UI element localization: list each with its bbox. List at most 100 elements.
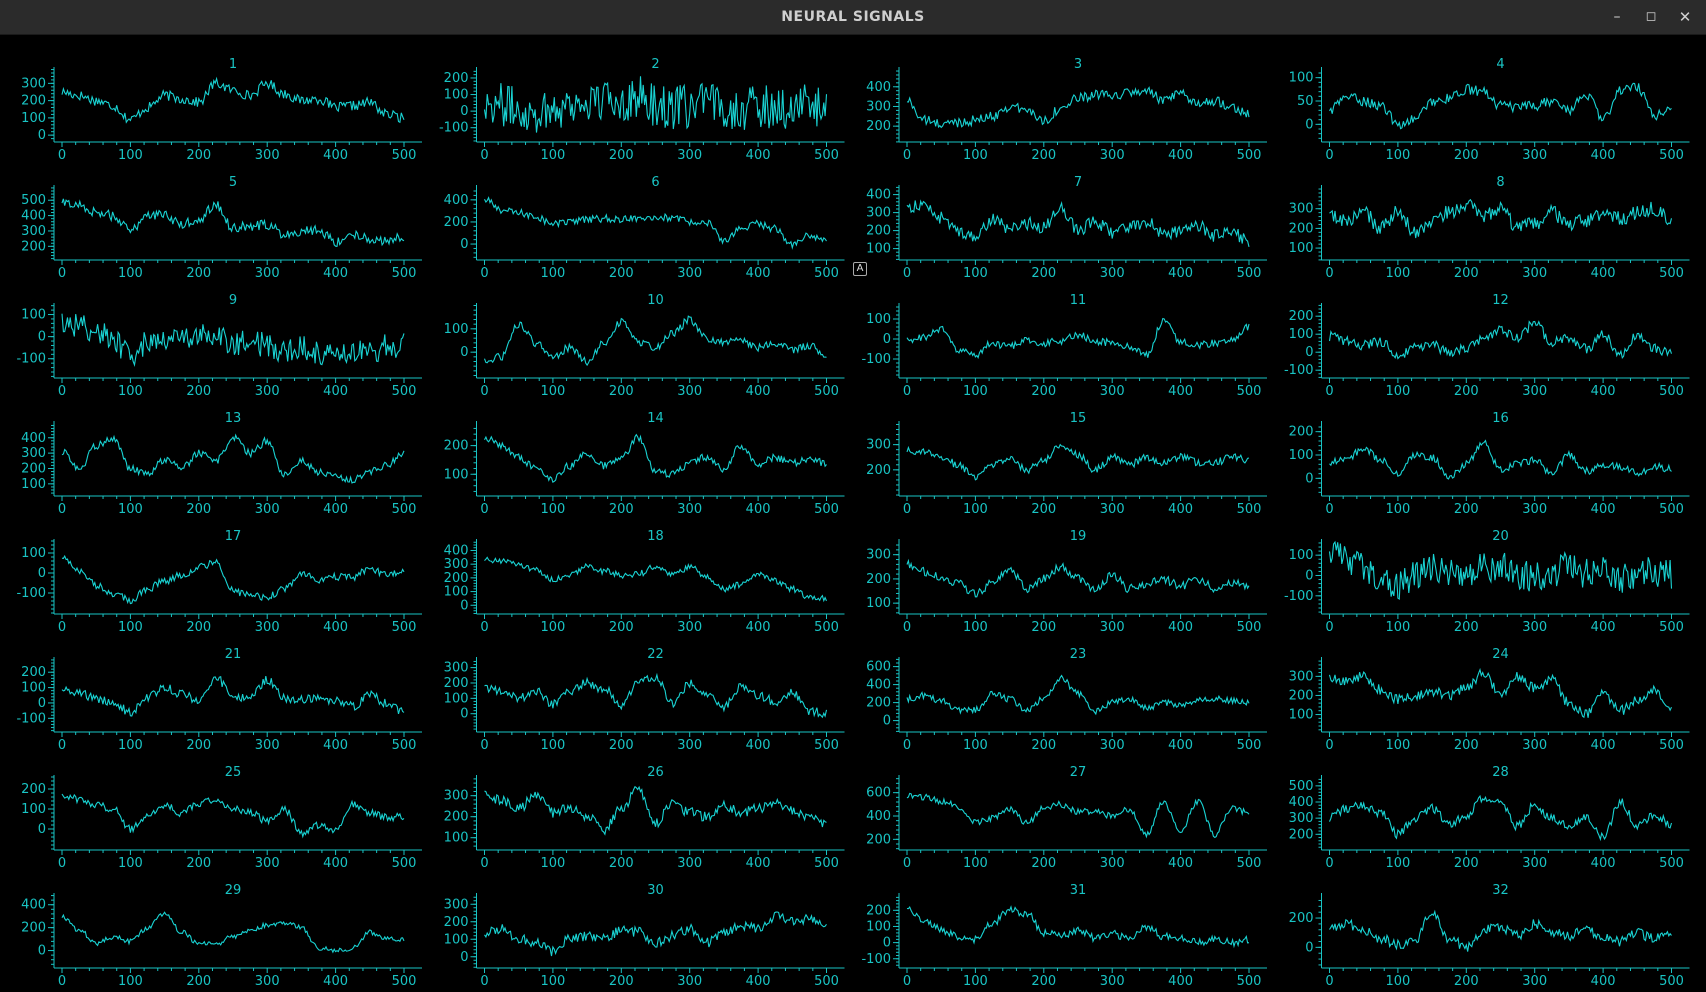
y-tick-label: 300 <box>1289 202 1314 217</box>
x-tick-label: 400 <box>746 856 771 871</box>
x-tick-label: 0 <box>1325 148 1333 163</box>
x-tick-label: 0 <box>480 738 488 753</box>
x-tick-label: 0 <box>58 266 66 281</box>
y-tick-label: 500 <box>1289 779 1314 794</box>
x-tick-label: 200 <box>186 974 211 989</box>
signal-trace <box>906 199 1250 248</box>
x-tick-label: 100 <box>540 502 565 517</box>
y-tick-label: 200 <box>444 915 469 930</box>
x-tick-label: 200 <box>186 148 211 163</box>
x-tick-label: 0 <box>480 266 488 281</box>
y-tick-label: 200 <box>444 676 469 691</box>
subplot-25: 25 0 100 200 300 400 500 0 100 200 <box>21 765 422 871</box>
x-tick-label: 200 <box>609 148 634 163</box>
signal-trace <box>1329 82 1672 130</box>
x-tick-label: 500 <box>392 856 417 871</box>
subplot-19: 19 0 100 200 300 400 500 100 200 300 <box>866 529 1267 635</box>
x-tick-label: 0 <box>480 148 488 163</box>
y-tick-label: 100 <box>866 312 891 327</box>
y-tick-label: 0 <box>1305 345 1313 360</box>
y-tick-label: 0 <box>460 345 468 360</box>
subplot-title: 13 <box>225 411 242 426</box>
x-tick-label: 500 <box>1659 738 1684 753</box>
y-tick-label: 300 <box>866 438 891 453</box>
x-tick-label: 500 <box>814 266 839 281</box>
y-tick-label: 300 <box>444 661 469 676</box>
y-tick-label: 100 <box>21 681 46 696</box>
signal-trace <box>906 792 1250 839</box>
overlay-marker[interactable]: A <box>853 262 867 276</box>
y-tick-label: 400 <box>21 898 46 913</box>
y-tick-label: 0 <box>460 237 468 252</box>
x-tick-label: 100 <box>1385 266 1410 281</box>
x-tick-label: 200 <box>609 974 634 989</box>
y-tick-label: 0 <box>1305 940 1313 955</box>
x-tick-label: 400 <box>1168 738 1193 753</box>
x-tick-label: 300 <box>1100 384 1125 399</box>
y-tick-label: 0 <box>1305 568 1313 583</box>
x-tick-label: 500 <box>814 502 839 517</box>
y-tick-label: 0 <box>38 822 46 837</box>
subplot-11: 11 0 100 200 300 400 500 -100 0 100 <box>861 293 1267 399</box>
x-tick-label: 100 <box>1385 620 1410 635</box>
y-tick-label: 100 <box>1289 708 1314 723</box>
x-tick-label: 100 <box>118 620 143 635</box>
x-tick-label: 0 <box>58 974 66 989</box>
subplot-14: 14 0 100 200 300 400 500 100 200 <box>444 411 845 517</box>
minimize-icon[interactable]: – <box>1613 9 1621 25</box>
y-tick-label: 400 <box>444 543 469 558</box>
x-tick-label: 200 <box>1031 620 1056 635</box>
x-tick-label: 400 <box>746 384 771 399</box>
signal-trace <box>906 905 1250 949</box>
maximize-icon[interactable]: ◻ <box>1645 9 1657 24</box>
x-tick-label: 500 <box>814 974 839 989</box>
close-icon[interactable]: ✕ <box>1678 8 1692 26</box>
x-tick-label: 300 <box>1522 384 1547 399</box>
subplot-title: 27 <box>1070 765 1087 780</box>
x-tick-label: 100 <box>1385 384 1410 399</box>
x-tick-label: 200 <box>186 384 211 399</box>
window-title: NEURAL SIGNALS <box>781 9 925 25</box>
signal-trace <box>906 317 1250 359</box>
subplot-32: 32 0 100 200 300 400 500 0 200 <box>1289 883 1690 989</box>
signal-trace <box>1328 540 1673 600</box>
subplot-title: 24 <box>1492 647 1509 662</box>
y-tick-label: 100 <box>866 596 891 611</box>
x-tick-label: 300 <box>677 266 702 281</box>
x-tick-label: 400 <box>1591 974 1616 989</box>
signal-trace <box>906 558 1250 598</box>
x-tick-label: 200 <box>1031 502 1056 517</box>
x-tick-label: 300 <box>1100 856 1125 871</box>
y-tick-label: 0 <box>460 950 468 965</box>
x-tick-label: 200 <box>1031 384 1056 399</box>
x-tick-label: 300 <box>677 856 702 871</box>
signal-trace <box>906 443 1250 481</box>
x-tick-label: 300 <box>255 266 280 281</box>
x-tick-label: 400 <box>1168 502 1193 517</box>
subplot-16: 16 0 100 200 300 400 500 0 100 200 <box>1289 411 1690 517</box>
x-tick-label: 300 <box>255 502 280 517</box>
x-tick-label: 0 <box>58 502 66 517</box>
subplot-title: 23 <box>1070 647 1087 662</box>
x-tick-label: 400 <box>323 502 348 517</box>
y-tick-label: 100 <box>21 111 46 126</box>
x-tick-label: 200 <box>1031 974 1056 989</box>
y-tick-label: 0 <box>38 128 46 143</box>
subplot-26: 26 0 100 200 300 400 500 100 200 300 <box>444 765 845 871</box>
y-tick-label: 500 <box>21 193 46 208</box>
x-tick-label: 400 <box>746 738 771 753</box>
x-tick-label: 500 <box>392 502 417 517</box>
x-tick-label: 200 <box>1454 266 1479 281</box>
x-tick-label: 300 <box>1100 738 1125 753</box>
x-tick-label: 400 <box>1591 856 1616 871</box>
y-tick-label: -100 <box>16 586 46 601</box>
x-tick-label: 100 <box>118 974 143 989</box>
subplot-title: 19 <box>1070 529 1087 544</box>
x-tick-label: 400 <box>746 148 771 163</box>
subplot-title: 17 <box>225 529 242 544</box>
signal-trace <box>1328 667 1672 719</box>
